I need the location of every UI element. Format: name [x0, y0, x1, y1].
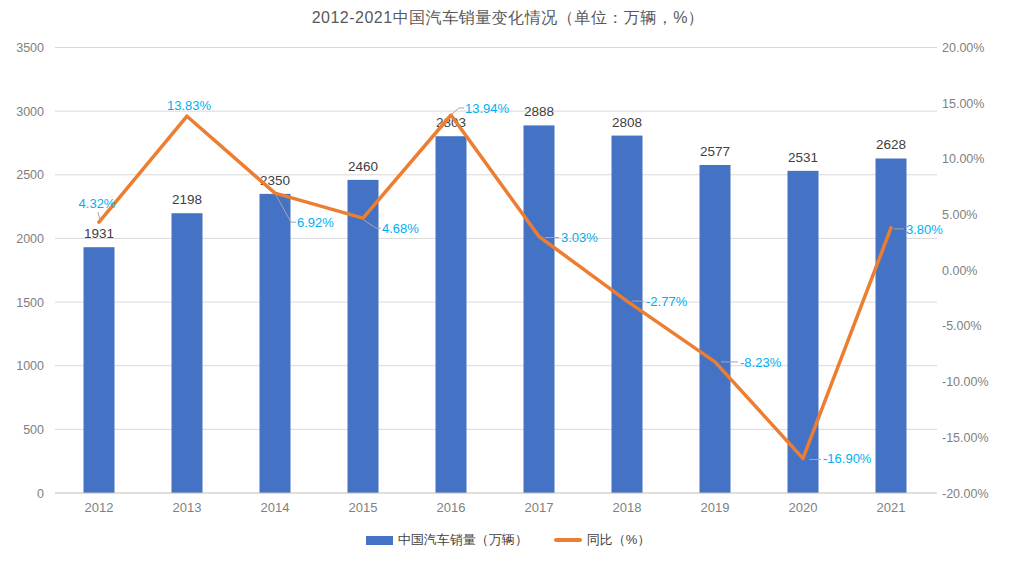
legend: 中国汽车销量（万辆） 同比（%）	[0, 531, 1016, 549]
x-axis-tick-label-2017: 2017	[525, 500, 554, 515]
yoy-point-label: -16.90%	[823, 451, 872, 466]
y-axis-left-tick-label: 500	[23, 423, 44, 437]
yoy-point-label: -2.77%	[646, 294, 688, 309]
y-axis-right-tick-label: -15.00%	[942, 431, 989, 445]
label-leader-line	[98, 212, 100, 220]
sales-bar-2014[interactable]	[260, 194, 291, 493]
yoy-point-label: 4.68%	[382, 221, 419, 236]
sales-bar-2019[interactable]	[700, 165, 731, 493]
sales-bar-2018[interactable]	[612, 136, 643, 493]
x-axis-tick-label-2014: 2014	[261, 500, 290, 515]
bar-value-label: 2577	[700, 144, 730, 159]
legend-label-yoy: 同比（%）	[587, 531, 651, 549]
y-axis-left-tick-label: 0	[37, 487, 44, 501]
sales-bar-swatch-icon	[366, 536, 393, 545]
x-axis-tick-label-2012: 2012	[85, 500, 114, 515]
x-axis-tick-label-2018: 2018	[613, 500, 642, 515]
x-axis-tick-label-2013: 2013	[173, 500, 202, 515]
x-axis-tick-label-2021: 2021	[877, 500, 906, 515]
bar-value-label: 2628	[876, 137, 906, 152]
sales-bar-2012[interactable]	[84, 247, 115, 493]
y-axis-left-tick-label: 3000	[16, 105, 44, 119]
x-axis-tick-label-2019: 2019	[701, 500, 730, 515]
y-axis-right-tick-label: 0.00%	[942, 264, 977, 278]
y-axis-left-tick-label: 1000	[16, 359, 44, 373]
legend-item-yoy[interactable]: 同比（%）	[554, 531, 651, 549]
yoy-point-label: -8.23%	[740, 355, 782, 370]
x-axis-tick-label-2020: 2020	[789, 500, 818, 515]
y-axis-left-tick-label: 1500	[16, 296, 44, 310]
yoy-point-label: 13.83%	[167, 98, 212, 113]
sales-bar-2013[interactable]	[172, 213, 203, 493]
bar-value-label: 2888	[524, 104, 554, 119]
y-axis-right-tick-label: -20.00%	[942, 487, 989, 501]
bar-value-label: 1931	[84, 226, 114, 241]
y-axis-left-tick-label: 3500	[16, 41, 44, 55]
legend-label-sales: 中国汽车销量（万辆）	[398, 531, 528, 549]
y-axis-left-tick-label: 2500	[16, 168, 44, 182]
sales-bar-2016[interactable]	[436, 136, 467, 493]
sales-bar-2021[interactable]	[876, 158, 907, 493]
chart-title: 2012-2021中国汽车销量变化情况（单位：万辆，%）	[0, 8, 1016, 29]
y-axis-right-tick-label: -5.00%	[942, 319, 982, 333]
yoy-point-label: 6.92%	[297, 215, 334, 230]
bar-value-label: 2198	[172, 192, 202, 207]
y-axis-right-tick-label: 15.00%	[942, 97, 984, 111]
legend-item-sales[interactable]: 中国汽车销量（万辆）	[366, 531, 528, 549]
y-axis-right-tick-label: 5.00%	[942, 208, 977, 222]
bar-value-label: 2460	[348, 159, 378, 174]
yoy-line-swatch-icon	[554, 538, 582, 542]
yoy-point-label: 4.32%	[79, 196, 116, 211]
yoy-point-label: 3.03%	[561, 230, 598, 245]
y-axis-right-tick-label: -10.00%	[942, 375, 989, 389]
bar-value-label: 2808	[612, 115, 642, 130]
y-axis-right-tick-label: 20.00%	[942, 41, 984, 55]
yoy-line[interactable]	[99, 115, 891, 458]
x-axis-tick-label-2016: 2016	[437, 500, 466, 515]
yoy-point-label: 3.80%	[906, 222, 943, 237]
combo-chart: 1931219823502460280328882808257725312628…	[0, 0, 1016, 567]
y-axis-left-tick-label: 2000	[16, 232, 44, 246]
sales-bar-2017[interactable]	[524, 125, 555, 493]
yoy-point-label: 13.94%	[465, 101, 510, 116]
bar-value-label: 2531	[788, 150, 818, 165]
x-axis-tick-label-2015: 2015	[349, 500, 378, 515]
y-axis-right-tick-label: 10.00%	[942, 152, 984, 166]
